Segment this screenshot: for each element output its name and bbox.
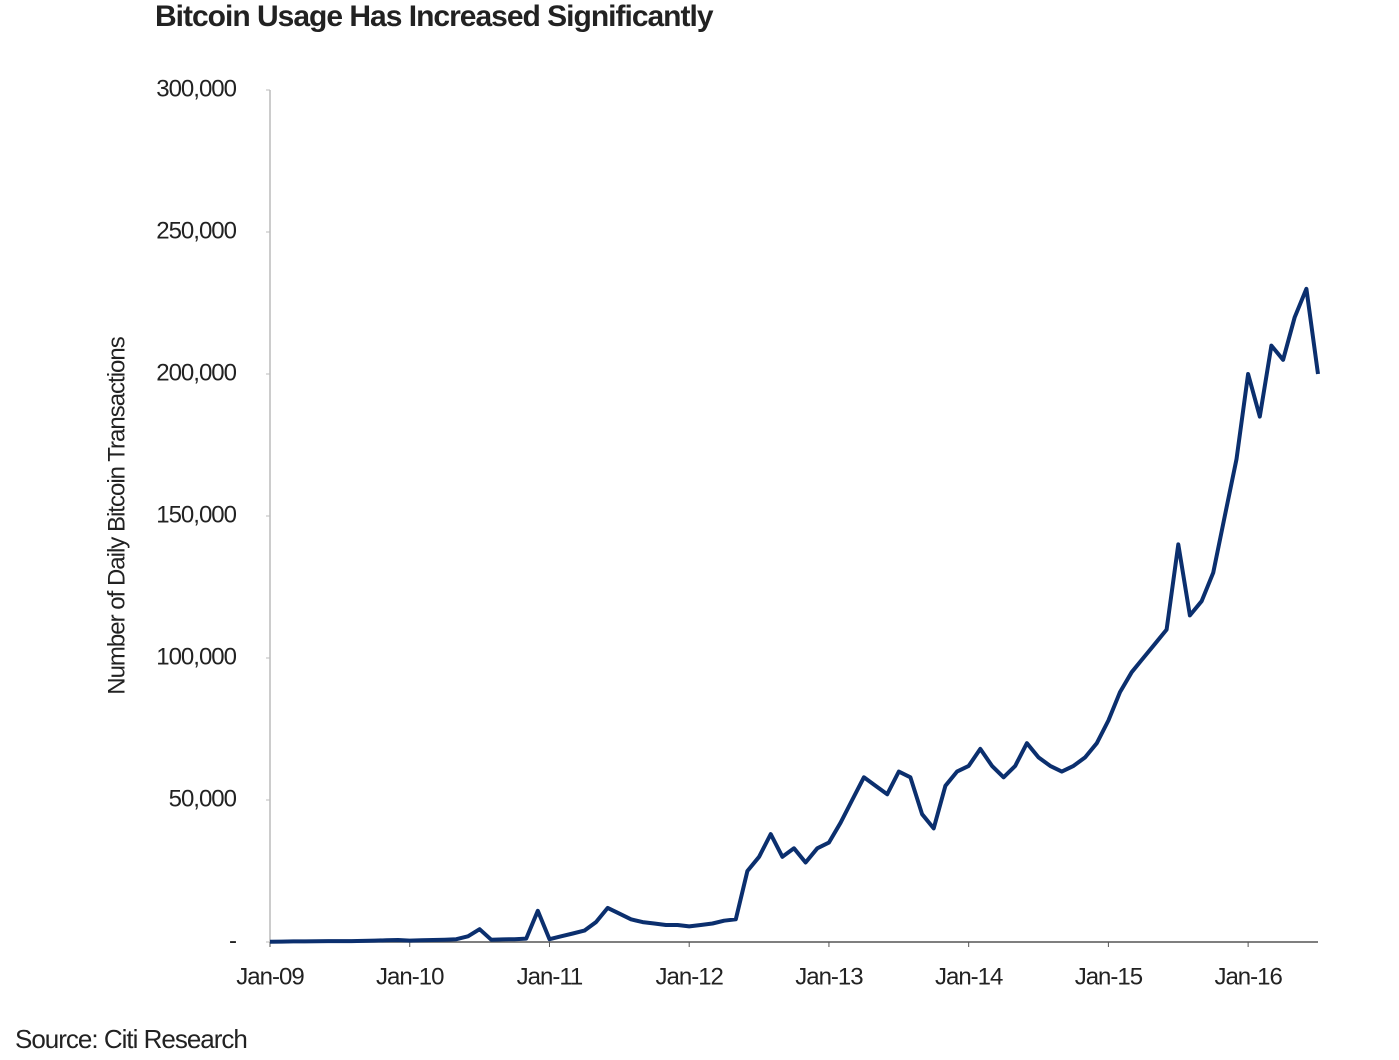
x-tick-label: Jan-10 bbox=[376, 963, 444, 990]
y-axis-label: Number of Daily Bitcoin Transactions bbox=[103, 336, 130, 694]
x-tick-label: Jan-11 bbox=[517, 963, 583, 990]
chart-title: Bitcoin Usage Has Increased Significantl… bbox=[155, 0, 714, 33]
source-note: Source: Citi Research bbox=[15, 1024, 247, 1054]
x-tick-label: Jan-13 bbox=[795, 963, 863, 990]
x-tick-label: Jan-14 bbox=[935, 963, 1003, 990]
y-tick-label: 50,000 bbox=[169, 785, 237, 812]
y-tick-label: 200,000 bbox=[156, 359, 236, 386]
data-line bbox=[269, 286, 1320, 944]
y-tick-label: 150,000 bbox=[156, 501, 236, 528]
y-tick-label: - bbox=[229, 927, 236, 954]
x-tick-label: Jan-12 bbox=[656, 963, 724, 990]
x-tick-label: Jan-09 bbox=[236, 963, 304, 990]
y-tick-label: 100,000 bbox=[156, 643, 236, 670]
y-tick-label: 250,000 bbox=[156, 217, 236, 244]
x-tick-label: Jan-16 bbox=[1214, 963, 1282, 990]
x-tick-label: Jan-15 bbox=[1075, 963, 1143, 990]
y-tick-label: 300,000 bbox=[156, 75, 236, 102]
